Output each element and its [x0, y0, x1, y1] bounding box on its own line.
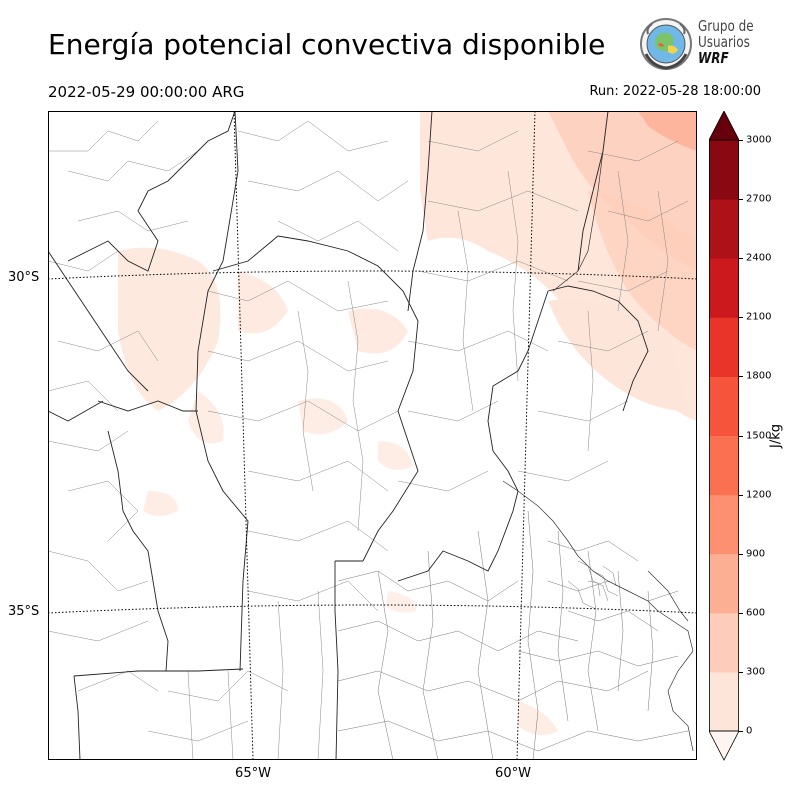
colorbar-segment: [709, 494, 739, 555]
colorbar-tick-label: 1800: [746, 370, 772, 382]
colorbar-segment: [709, 140, 739, 200]
coastline: [502, 111, 694, 752]
colorbar-tick-mark: [739, 671, 743, 673]
colorbar-segment: [709, 199, 739, 259]
globe-seal-icon: [640, 18, 692, 70]
colorbar-tick-label: 2400: [746, 252, 772, 264]
logo-line-1: Grupo de: [698, 17, 754, 35]
colorbar-extend-min: [709, 730, 739, 761]
valid-time: 2022-05-29 00:00:00 ARG: [48, 83, 245, 101]
colorbar-segment: [709, 671, 739, 732]
province-borders: [48, 111, 649, 760]
colorbar-tick-label: 1500: [746, 430, 772, 441]
lat-label-30s: 30°S: [8, 270, 40, 285]
colorbar-unit: J/kg: [768, 424, 784, 448]
lon-label-60w: 60°W: [495, 766, 531, 781]
colorbar-tick-label: 2700: [746, 193, 772, 205]
grupo-usuarios-wrf-logo: Grupo de Usuarios WRF: [638, 16, 768, 76]
colorbar-tick-mark: [739, 612, 743, 614]
colorbar-tick-label: 600: [746, 607, 766, 619]
department-borders: [48, 120, 689, 760]
colorbar-tick-label: 1200: [746, 489, 772, 501]
colorbar-tick-mark: [739, 376, 743, 378]
logo-line-3: WRF: [698, 49, 729, 67]
lon-label-65w: 65°W: [235, 766, 271, 781]
colorbar: [709, 111, 739, 761]
colorbar-segment: [709, 258, 739, 318]
plot-title: Energía potencial convectiva disponible: [48, 28, 606, 61]
longitude-65w-line: [233, 111, 254, 760]
colorbar-segment: [709, 553, 739, 614]
colorbar-tick-label: 300: [746, 666, 766, 678]
colorbar-tick-mark: [739, 317, 743, 319]
colorbar-tick-mark: [739, 258, 743, 260]
graticule: [48, 111, 697, 760]
colorbar-tick-mark: [739, 199, 743, 201]
logo-line-2: Usuarios: [698, 33, 750, 51]
cape-shading: [118, 111, 697, 735]
map-frame: [48, 111, 697, 760]
run-time: Run: 2022-05-28 18:00:00: [589, 84, 761, 99]
colorbar-tick-mark: [739, 140, 743, 141]
colorbar-tick-mark: [739, 553, 743, 555]
colorbar-tick-label: 900: [746, 548, 766, 560]
colorbar-tick-mark: [739, 731, 743, 732]
colorbar-tick-mark: [739, 435, 743, 437]
colorbar-tick-label: 2100: [746, 311, 772, 323]
colorbar-segment: [709, 317, 739, 377]
colorbar-tick-label: 0: [746, 725, 753, 737]
colorbar-extend-max: [709, 111, 739, 141]
cape-map: [48, 111, 697, 760]
colorbar-tick-mark: [739, 494, 743, 496]
colorbar-segment: [709, 435, 739, 496]
colorbar-frame: [709, 139, 739, 732]
latitude-30s-line: [48, 270, 697, 280]
colorbar-tick-label: 3000: [746, 134, 772, 146]
colorbar-segment: [709, 376, 739, 436]
lat-label-35s: 35°S: [8, 604, 40, 619]
buenos-aires-partidos: [337, 510, 689, 760]
colorbar-segment: [709, 612, 739, 673]
latitude-35s-line: [48, 604, 697, 614]
